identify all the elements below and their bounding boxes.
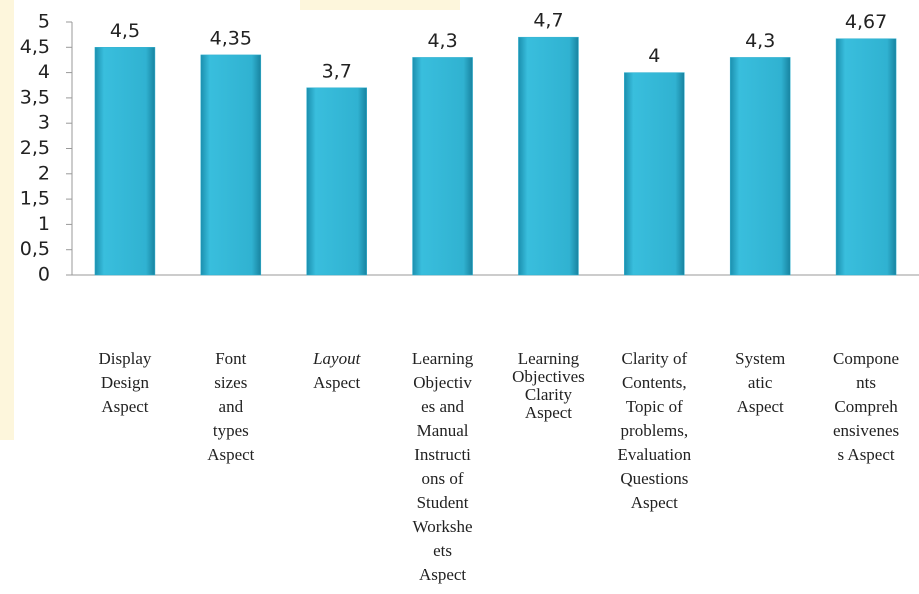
x-tick-label: Font sizes and types Aspect [207, 349, 254, 464]
y-tick-label: 3 [38, 112, 50, 134]
value-label: 4 [648, 45, 660, 67]
value-label: 4,3 [427, 30, 457, 52]
x-tick-label-line: es and [421, 397, 464, 416]
bar [624, 72, 685, 276]
x-tick-label-line: Learning [518, 349, 580, 368]
x-tick-label-line: Learning [412, 349, 474, 368]
x-tick-label-line: Student [417, 493, 469, 512]
value-label: 4,67 [845, 11, 887, 33]
x-tick-label-line: Font [215, 349, 246, 368]
x-tick-label: Compone nts Compreh ensivenes s Aspect [833, 349, 899, 464]
x-tick-label-line: Aspect [207, 445, 254, 464]
bar [94, 47, 156, 276]
x-tick-label-line: Compreh [834, 397, 898, 416]
x-tick-label-line: Topic of [626, 397, 683, 416]
y-tick-label: 3,5 [20, 86, 50, 108]
bar [200, 54, 262, 276]
x-tick-label-line: Contents, [622, 373, 687, 392]
x-tick-label-line: nts [856, 373, 876, 392]
y-tick-label: 2 [38, 162, 50, 184]
background-strip [300, 0, 460, 10]
y-tick-label: 4 [38, 61, 50, 83]
x-tick-label-line: Manual [417, 421, 469, 440]
x-tick-label: Learning Objectiv es and Manual Instructi ons… [412, 349, 474, 584]
x-tick-label-line: Aspect [313, 373, 360, 392]
value-label: 4,7 [533, 10, 563, 32]
y-tick-label: 1 [38, 213, 50, 235]
x-tick-label-line: Compone [833, 349, 899, 368]
x-tick-label-line: Clarity of [621, 349, 687, 368]
x-tick-label-line: ensivenes [833, 421, 899, 440]
bar [306, 87, 367, 276]
x-tick-label-line: Objectives [512, 367, 585, 386]
x-tick-label-line: Workshe [413, 517, 473, 536]
x-tick-label-line: Evaluation [617, 445, 691, 464]
value-label: 4,35 [210, 27, 252, 49]
x-tick-label-line: Instructi [414, 445, 471, 464]
y-tick-label: 2,5 [20, 137, 50, 159]
bar [518, 36, 579, 276]
x-tick-label: System atic Aspect [735, 349, 785, 416]
x-tick-label-line: atic [748, 373, 773, 392]
x-tick-label-line: sizes [214, 373, 247, 392]
value-label: 4,3 [745, 30, 775, 52]
value-label: 4,5 [110, 20, 140, 42]
value-label: 3,7 [322, 60, 352, 82]
x-tick-label-line: Layout [312, 349, 362, 368]
x-tick-label-line: Aspect [631, 493, 678, 512]
x-tick-label-line: and [219, 397, 244, 416]
x-tick-label-line: ons of [422, 469, 464, 488]
x-tick-label: Display Design Aspect [98, 349, 151, 416]
background-strip [0, 0, 14, 440]
y-tick-label: 1,5 [20, 188, 50, 210]
x-tick-label-line: problems, [621, 421, 689, 440]
bar [835, 38, 897, 276]
y-tick-label: 5 [38, 11, 50, 33]
x-tick-label-line: Questions [620, 469, 688, 488]
y-tick-label: 4,5 [20, 36, 50, 58]
x-tick-label-line: ets [433, 541, 452, 560]
y-tick-label: 0,5 [20, 238, 50, 260]
x-tick-label-line: types [213, 421, 249, 440]
bar [729, 57, 791, 276]
bar [412, 57, 473, 276]
x-tick-label-line: System [735, 349, 785, 368]
x-tick-label: Layout Aspect [312, 349, 362, 392]
x-tick-label-line: Aspect [737, 397, 784, 416]
x-tick-label-line: Objectiv [413, 373, 472, 392]
x-tick-label: Clarity of Contents, Topic of problems, Eval… [617, 349, 691, 512]
y-tick-label: 0 [38, 264, 50, 286]
x-tick-label-line: Aspect [419, 565, 466, 584]
x-tick-label-line: Design [101, 373, 150, 392]
x-tick-label-line: Clarity [525, 385, 573, 404]
x-tick-label-line: Aspect [525, 403, 572, 422]
x-tick-label-line: Aspect [101, 397, 148, 416]
x-tick-label-line: s Aspect [837, 445, 894, 464]
x-tick-label-line: Display [98, 349, 151, 368]
